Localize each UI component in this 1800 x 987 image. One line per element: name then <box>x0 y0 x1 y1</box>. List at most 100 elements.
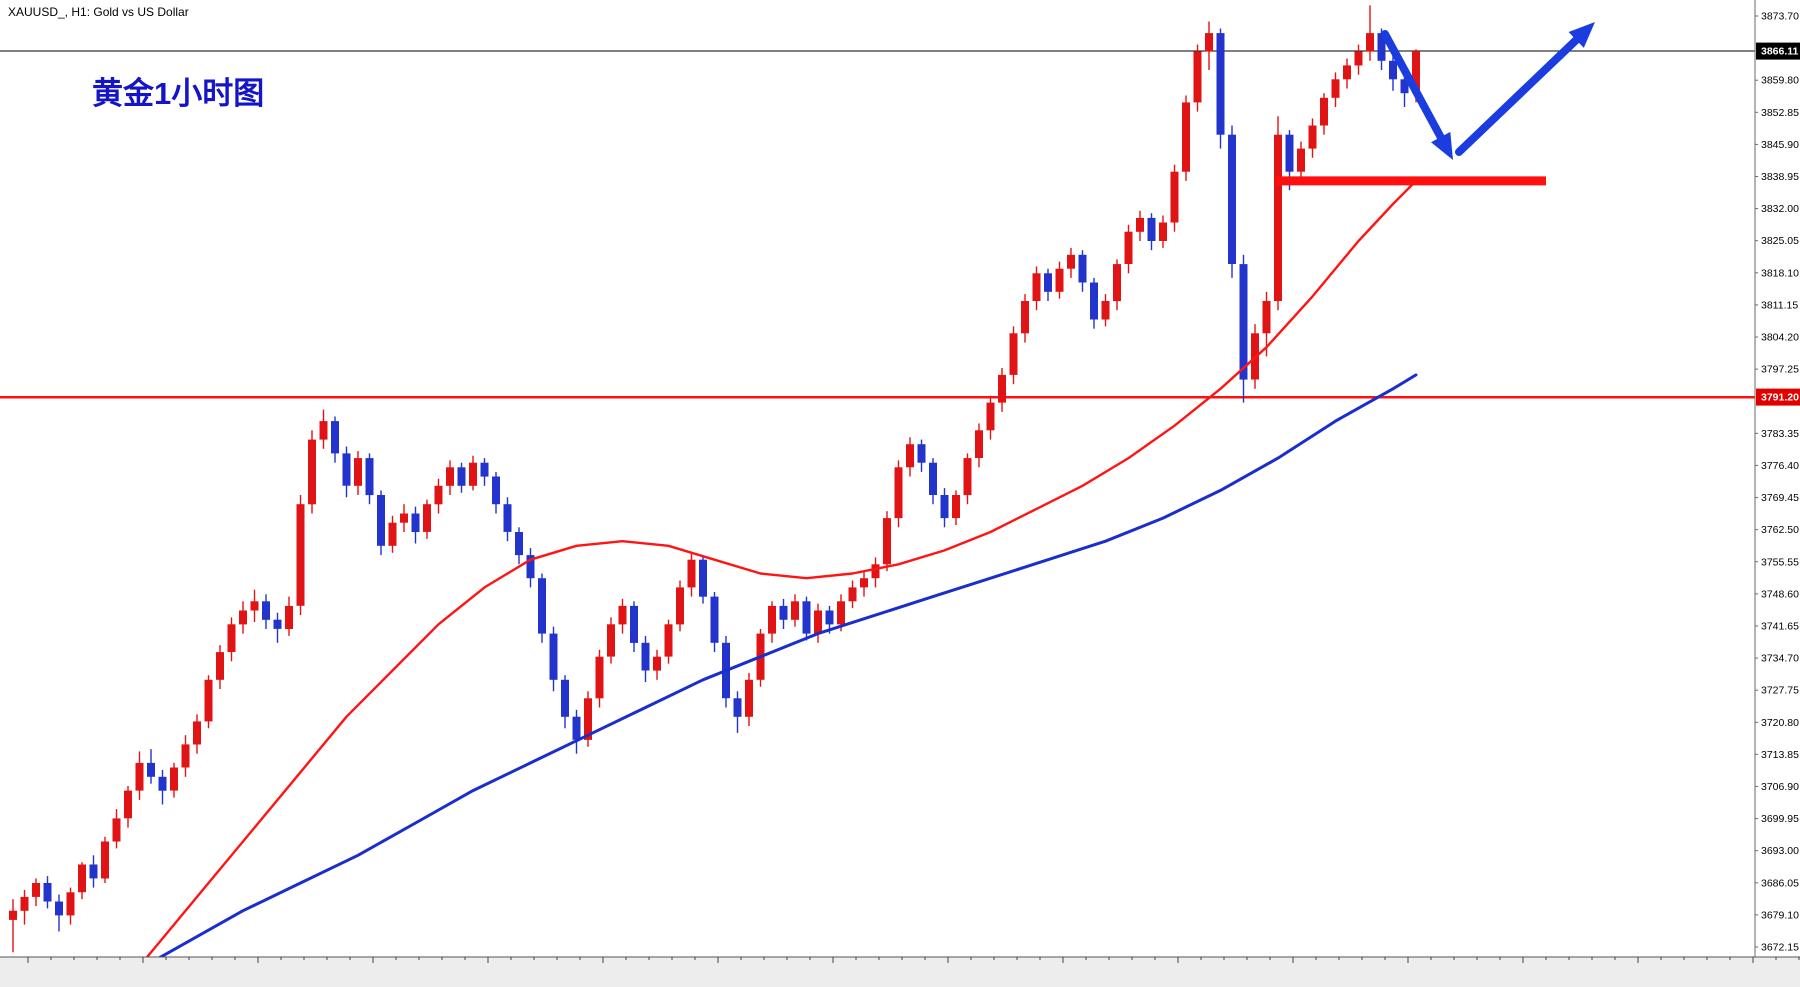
candle-body-bull <box>9 910 17 920</box>
candle-body-bull <box>791 601 799 620</box>
candle-body-bull <box>250 601 259 611</box>
candle-body-bull <box>1320 97 1328 126</box>
candle-body-bear <box>43 883 52 902</box>
candle-body-bear <box>526 555 535 579</box>
candle-body-bear <box>365 458 374 496</box>
candle-body-bull <box>1366 33 1374 52</box>
candle-body-bull <box>1170 171 1179 223</box>
candle-body-bear <box>55 901 63 916</box>
price-axis-label: 3804.20 <box>1761 332 1799 344</box>
candle-body-bear <box>262 601 270 620</box>
price-axis-label: 3776.40 <box>1761 460 1799 472</box>
price-axis-label: 3811.15 <box>1761 299 1798 311</box>
candle-body-bull <box>434 485 443 505</box>
candle-body-bull <box>308 439 316 505</box>
candle-body-bull <box>1193 51 1202 103</box>
candle-body-bull <box>618 605 627 625</box>
chart-annotation-text[interactable]: 黄金1小时图 <box>92 76 265 111</box>
time-axis-strip[interactable] <box>0 957 1800 987</box>
candle-body-bear <box>1090 282 1098 320</box>
candle-body-bull <box>894 467 903 519</box>
candle-body-bear <box>342 453 351 486</box>
candle-body-bull <box>1343 65 1351 80</box>
candle-body-bear <box>1389 60 1397 80</box>
candle-body-bull <box>1101 301 1110 320</box>
candle-body-bear <box>733 698 742 717</box>
candle-body-bull <box>1331 79 1340 98</box>
candle-body-bull <box>607 624 615 657</box>
candle-body-bull <box>354 458 362 486</box>
candle-body-bull <box>848 587 857 602</box>
candle-body-bull <box>745 679 753 717</box>
candle-body-bull <box>1412 51 1420 94</box>
candle-body-bear <box>1285 134 1294 172</box>
price-axis-label: 3686.05 <box>1761 877 1799 889</box>
candles-layer <box>9 5 1420 953</box>
candle-body-bull <box>1009 333 1018 375</box>
candle-body-bear <box>158 776 167 791</box>
candle-body-bear <box>699 559 707 597</box>
price-axis-label: 3755.55 <box>1761 556 1799 568</box>
candle-body-bear <box>147 762 155 777</box>
candle-body-bull <box>400 513 408 523</box>
candle-body-bear <box>1078 254 1087 283</box>
price-axis-label: 3825.05 <box>1761 235 1799 247</box>
candle-body-bull <box>595 656 604 699</box>
candle-body-bear <box>710 596 719 643</box>
candle-body-bull <box>446 467 454 486</box>
candle-body-bear <box>1216 33 1225 135</box>
candle-body-bear <box>515 532 523 556</box>
candle-body-bull <box>584 698 592 740</box>
candle-body-bear <box>89 864 98 879</box>
candle-body-bull <box>986 402 995 431</box>
price-axis-label: 3741.65 <box>1761 621 1799 633</box>
candle-body-bull <box>1124 231 1133 264</box>
ma-blue-line <box>126 373 1418 977</box>
current-price-badge-text: 3866.11 <box>1761 46 1799 58</box>
price-axis-label: 3845.90 <box>1761 139 1799 151</box>
price-axis-label: 3873.70 <box>1761 11 1799 23</box>
candle-body-bear <box>411 513 420 532</box>
candle-body-bull <box>1182 102 1190 172</box>
candle-body-bear <box>377 495 385 546</box>
pullback-arrow[interactable] <box>1381 30 1453 160</box>
price-axis-label: 3713.85 <box>1761 749 1799 761</box>
ma-red-line <box>120 179 1418 987</box>
price-axis-label: 3838.95 <box>1761 171 1799 183</box>
price-axis-label: 3748.60 <box>1761 588 1799 600</box>
candle-body-bull <box>239 610 247 625</box>
candle-body-bull <box>32 883 40 897</box>
candle-body-bear <box>1147 217 1156 241</box>
price-axis-label: 3832.00 <box>1761 203 1799 215</box>
symbol-title: XAUUSD_, H1: Gold vs US Dollar <box>8 5 189 19</box>
candle-body-bear <box>1377 33 1386 61</box>
candle-body-bull <box>388 522 397 546</box>
red-line-price-badge <box>1756 388 1800 406</box>
candle-body-bear <box>273 619 282 629</box>
candle-body-bear <box>561 679 569 717</box>
candle-body-bull <box>124 790 132 819</box>
candle-body-bear <box>549 633 558 680</box>
price-axis-label: 3762.50 <box>1761 524 1799 536</box>
candle-body-bull <box>193 721 201 745</box>
candle-body-bull <box>1113 264 1121 302</box>
rally-arrow[interactable] <box>1455 22 1595 156</box>
candle-body-bull <box>1274 134 1282 301</box>
candle-body-bull <box>1308 125 1317 149</box>
candle-body-bear <box>1228 134 1236 264</box>
candle-body-bull <box>78 864 86 893</box>
candle-body-bear <box>457 467 466 486</box>
candle-body-bull <box>883 518 891 565</box>
price-axis-label: 3769.45 <box>1761 492 1799 504</box>
rally-arrow-head-icon <box>1568 22 1595 48</box>
price-axis-label: 3852.85 <box>1761 107 1799 119</box>
candle-body-bear <box>825 610 834 625</box>
candle-body-bull <box>1055 268 1064 292</box>
candle-body-bull <box>1021 301 1029 334</box>
candle-body-bull <box>216 652 224 680</box>
price-axis-label: 3706.90 <box>1761 781 1799 793</box>
candle-body-bull <box>998 374 1006 403</box>
candle-body-bull <box>285 605 293 629</box>
pullback-arrow-head-icon <box>1431 131 1453 160</box>
